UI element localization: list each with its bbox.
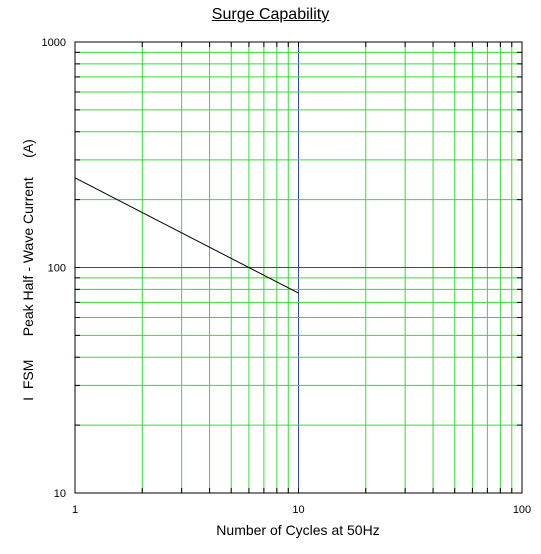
- grid: [75, 42, 522, 493]
- x-tick-label: 100: [513, 504, 531, 516]
- series-layer: [75, 178, 299, 293]
- y-tick-label: 1000: [42, 37, 66, 49]
- y-tick-label: 100: [48, 263, 66, 275]
- x-tick-label: 1: [72, 504, 78, 516]
- y-tick-label: 10: [54, 488, 66, 500]
- x-tick-label: 10: [292, 504, 304, 516]
- tick-labels: 1 10 100 10 100 1000: [42, 37, 532, 516]
- series-line: [75, 178, 299, 293]
